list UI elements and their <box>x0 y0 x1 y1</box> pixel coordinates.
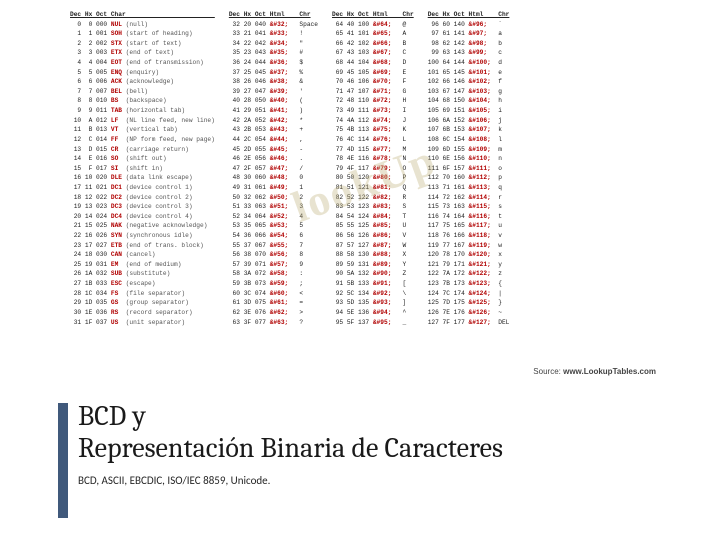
slide-title-line2: Representación Binaria de Caracteres <box>78 432 660 464</box>
ascii-col-2: Dec Hx Oct Html Chr 32 20 040 &#32; Spac… <box>229 10 318 327</box>
ascii-col-1: Dec Hx Oct Char 0 0 000 NUL (null) 1 1 0… <box>70 10 215 327</box>
slide: lookUp Dec Hx Oct Char 0 0 000 NUL (null… <box>0 0 720 540</box>
table-columns: Dec Hx Oct Char 0 0 000 NUL (null) 1 1 0… <box>70 10 660 327</box>
title-block: BCD y Representación Binaria de Caracter… <box>78 400 660 487</box>
slide-subtitle: BCD, ASCII, EBCDIC, ISO/IEC 8859, Unicod… <box>78 474 660 487</box>
ascii-col-4: Dec Hx Oct Html Chr 96 60 140 &#96; ` 97… <box>428 10 510 327</box>
source-label: Source: <box>533 367 563 376</box>
ascii-col-3: Dec Hx Oct Html Chr 64 40 100 &#64; @ 65… <box>332 10 414 327</box>
table-source: Source: www.LookupTables.com <box>533 366 656 378</box>
ascii-table: lookUp Dec Hx Oct Char 0 0 000 NUL (null… <box>70 10 660 380</box>
source-url: www.LookupTables.com <box>563 367 656 376</box>
slide-title-line1: BCD y <box>78 400 660 432</box>
title-accent-bar <box>58 403 68 518</box>
